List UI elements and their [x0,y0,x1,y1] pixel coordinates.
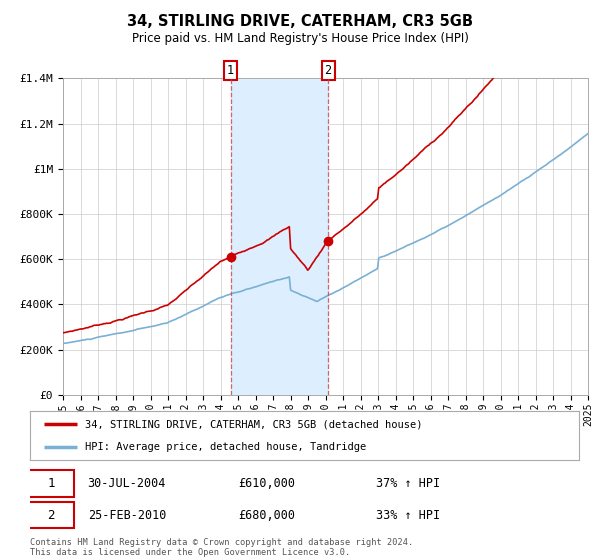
Text: 2: 2 [325,64,332,77]
Text: 33% ↑ HPI: 33% ↑ HPI [376,509,440,522]
Text: 34, STIRLING DRIVE, CATERHAM, CR3 5GB (detached house): 34, STIRLING DRIVE, CATERHAM, CR3 5GB (d… [85,419,422,430]
Text: £680,000: £680,000 [239,509,296,522]
Text: HPI: Average price, detached house, Tandridge: HPI: Average price, detached house, Tand… [85,442,366,452]
Bar [230,78,328,395]
Text: 37% ↑ HPI: 37% ↑ HPI [376,477,440,490]
Text: Contains HM Land Registry data © Crown copyright and database right 2024.
This d: Contains HM Land Registry data © Crown c… [30,538,413,557]
FancyBboxPatch shape [27,470,74,497]
Text: 30-JUL-2004: 30-JUL-2004 [88,477,166,490]
Text: 25-FEB-2010: 25-FEB-2010 [88,509,166,522]
Text: 2: 2 [47,509,55,522]
Text: 1: 1 [47,477,55,490]
FancyBboxPatch shape [27,502,74,529]
Text: Price paid vs. HM Land Registry's House Price Index (HPI): Price paid vs. HM Land Registry's House … [131,32,469,45]
Text: £610,000: £610,000 [239,477,296,490]
Text: 1: 1 [227,64,234,77]
Text: 34, STIRLING DRIVE, CATERHAM, CR3 5GB: 34, STIRLING DRIVE, CATERHAM, CR3 5GB [127,14,473,29]
